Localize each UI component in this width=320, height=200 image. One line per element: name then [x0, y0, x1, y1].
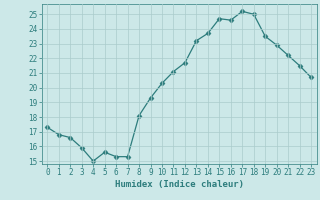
X-axis label: Humidex (Indice chaleur): Humidex (Indice chaleur) — [115, 180, 244, 189]
